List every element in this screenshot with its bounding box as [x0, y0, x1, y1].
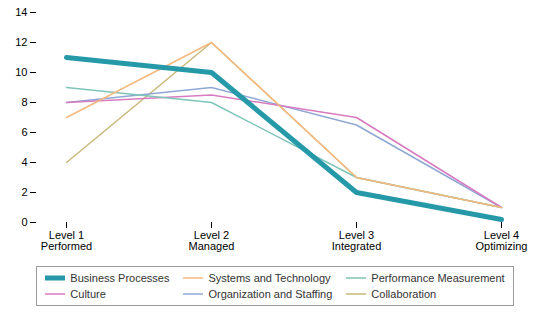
svg-text:8: 8	[21, 96, 27, 108]
svg-text:Level 1Performed: Level 1Performed	[41, 229, 92, 252]
svg-text:10: 10	[15, 66, 27, 78]
html-text:Culture: Culture	[70, 288, 106, 300]
svg-text:0: 0	[21, 216, 27, 228]
svg-text:14: 14	[15, 6, 27, 18]
svg-text:2: 2	[21, 186, 27, 198]
svg-text:6: 6	[21, 126, 27, 138]
svg-text:Level 3Integrated: Level 3Integrated	[332, 229, 382, 252]
html-text:Performance Measurement: Performance Measurement	[371, 272, 505, 284]
svg-text:Level 2Managed: Level 2Managed	[189, 229, 235, 252]
html-text:Organization and Staffing: Organization and Staffing	[208, 288, 333, 300]
svg-text:Level 4Optimizing: Level 4Optimizing	[476, 229, 528, 252]
svg-text:4: 4	[21, 156, 27, 168]
svg-text:12: 12	[15, 36, 27, 48]
html-text:Collaboration: Collaboration	[371, 288, 437, 300]
html-text:Business Processes: Business Processes	[70, 272, 170, 284]
html-text:Systems and Technology: Systems and Technology	[208, 272, 331, 284]
